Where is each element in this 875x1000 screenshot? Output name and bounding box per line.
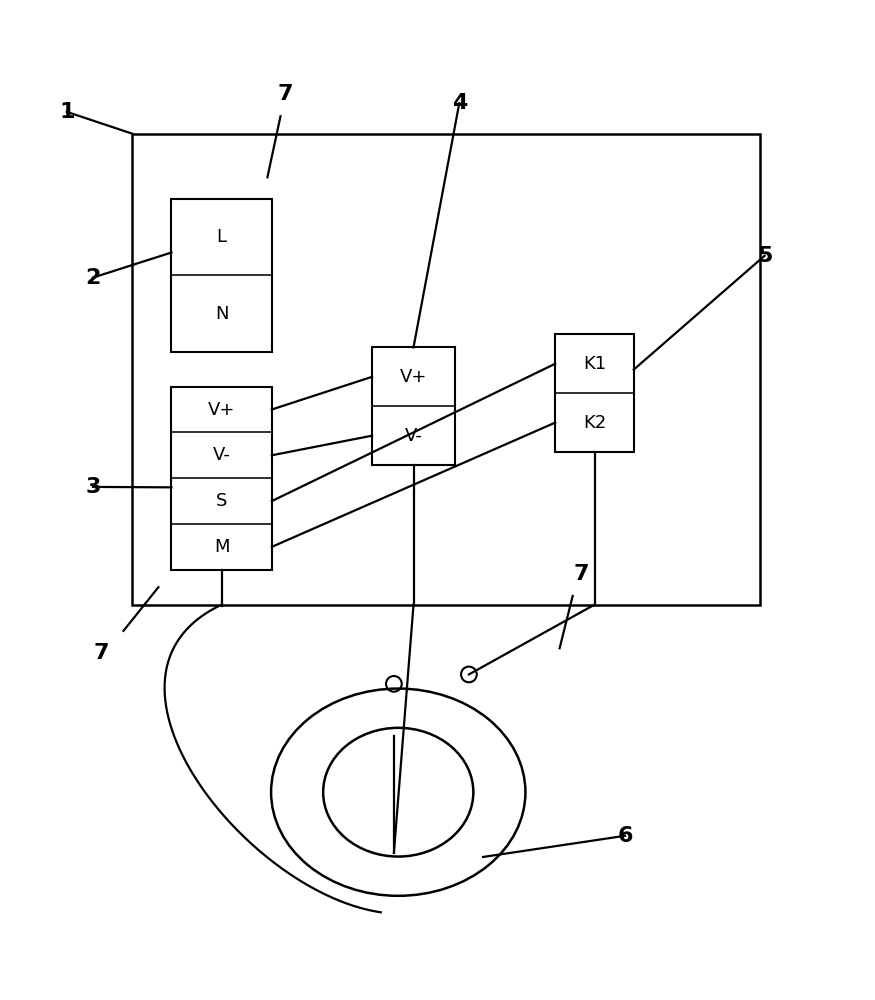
Bar	[372, 347, 455, 465]
Bar	[556, 334, 634, 452]
Text: L: L	[217, 228, 227, 246]
Text: 7: 7	[277, 84, 292, 104]
Text: M: M	[214, 538, 229, 556]
Text: N: N	[215, 305, 228, 323]
Bar	[172, 199, 272, 352]
Bar	[132, 134, 760, 605]
Text: 6: 6	[617, 826, 633, 846]
Text: 7: 7	[574, 564, 589, 584]
Text: K2: K2	[583, 414, 606, 432]
Text: 1: 1	[59, 102, 74, 122]
Text: 2: 2	[85, 268, 101, 288]
Text: 4: 4	[452, 93, 467, 113]
Text: V-: V-	[404, 427, 423, 445]
Text: 5: 5	[757, 246, 773, 266]
Bar	[172, 387, 272, 570]
Text: K1: K1	[583, 355, 606, 373]
Text: S: S	[216, 492, 228, 510]
Text: V+: V+	[208, 401, 235, 419]
Text: V+: V+	[400, 368, 427, 386]
Text: 3: 3	[85, 477, 101, 497]
Text: V-: V-	[213, 446, 231, 464]
Text: 7: 7	[94, 643, 109, 663]
